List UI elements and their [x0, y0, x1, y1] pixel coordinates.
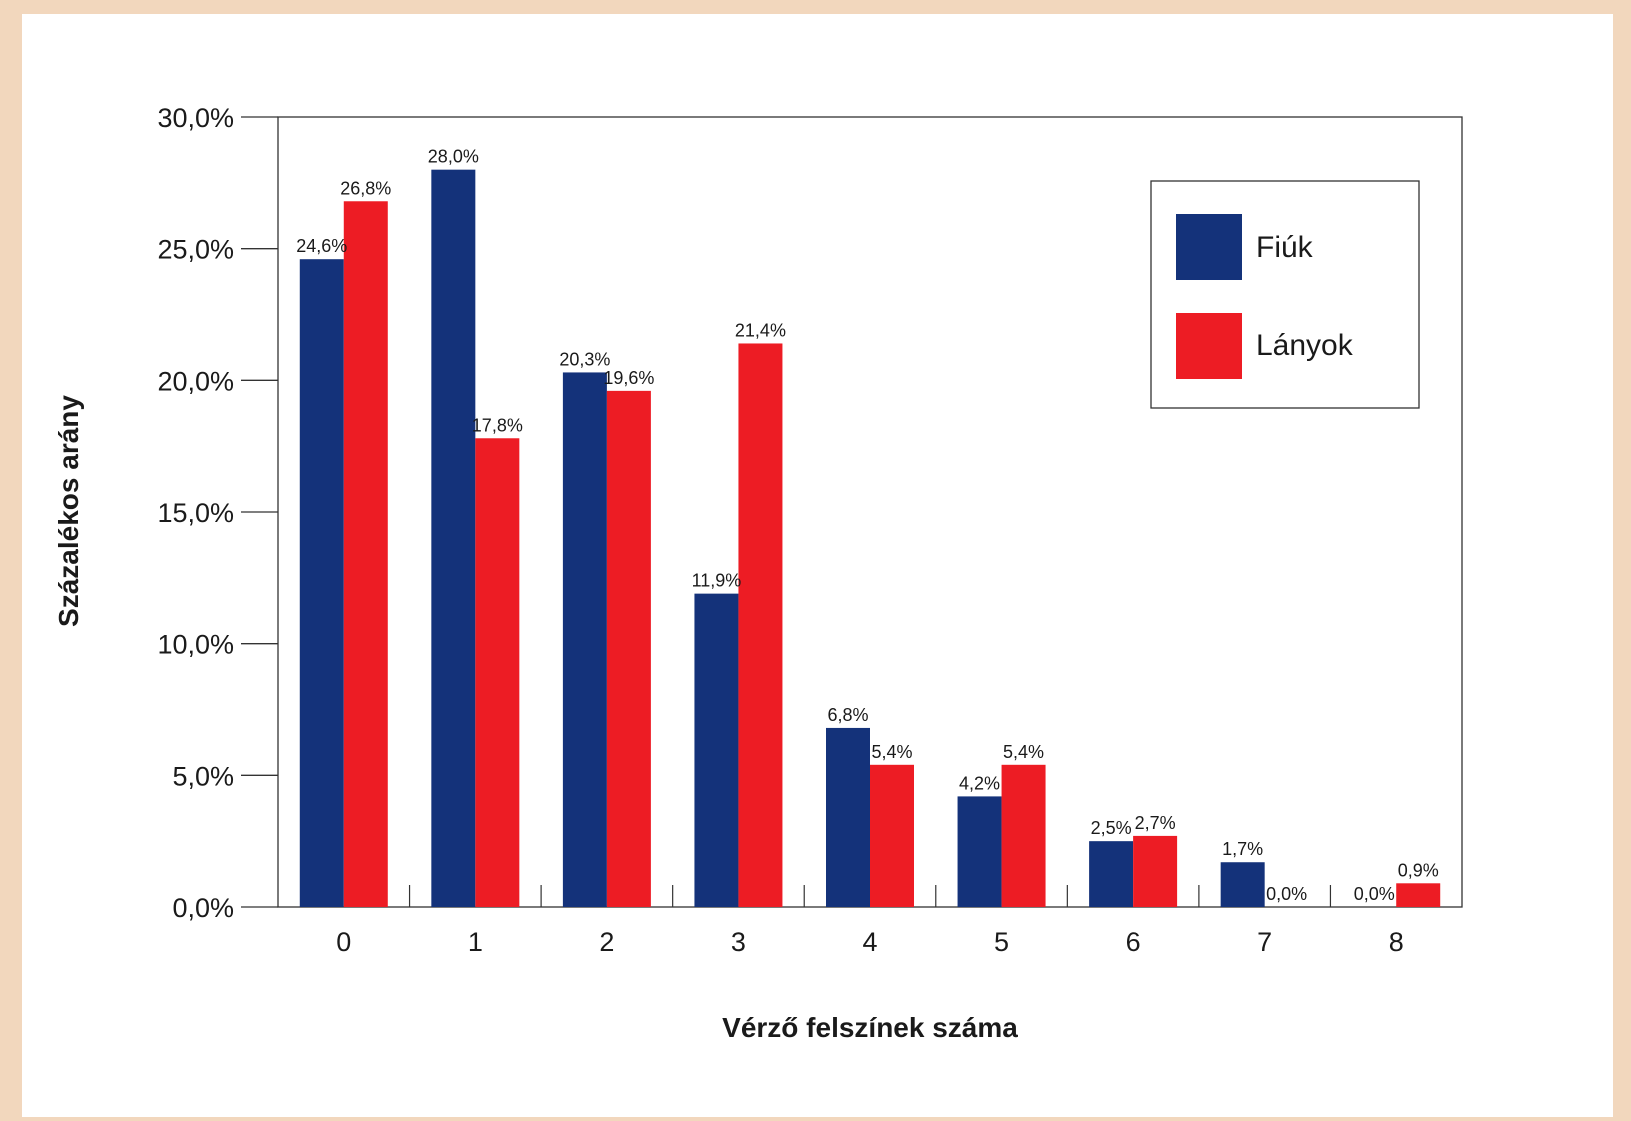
data-label: 11,9%	[692, 571, 742, 591]
x-tick-label: 3	[731, 927, 746, 957]
data-label: 24,6%	[296, 236, 347, 256]
bar-fiuk	[694, 593, 739, 907]
data-label: 6,8%	[827, 705, 868, 725]
x-tick-label: 8	[1389, 927, 1404, 957]
data-label: 28,0%	[428, 147, 479, 167]
bar-fiuk	[957, 796, 1002, 907]
x-tick-label: 5	[994, 927, 1009, 957]
legend-swatch-lanyok	[1176, 313, 1242, 379]
x-tick-label: 1	[468, 927, 483, 957]
data-label: 19,6%	[603, 368, 654, 388]
bar-fiuk	[826, 727, 870, 907]
y-axis: 0,0% 5,0% 10,0% 15,0% 20,0% 25,0% 30,0%	[157, 103, 278, 923]
x-tick-label: 0	[336, 927, 351, 957]
data-label: 26,8%	[340, 178, 391, 198]
bar-lanyok	[1396, 883, 1441, 907]
bar-fiuk	[562, 372, 607, 907]
bar-fiuk	[1220, 862, 1265, 907]
chart-panel: 0,0% 5,0% 10,0% 15,0% 20,0% 25,0% 30,0% 0 1 2 3 4 5…	[22, 14, 1613, 1117]
data-label: 0,0%	[1354, 884, 1395, 904]
bar-lanyok	[343, 201, 388, 907]
data-label: 2,5%	[1091, 818, 1132, 838]
bar-lanyok	[1001, 764, 1046, 907]
data-label: 1,7%	[1222, 839, 1263, 859]
x-tick-label: 2	[599, 927, 614, 957]
y-axis-title: Százalékos arány	[53, 395, 84, 627]
bar-lanyok	[475, 438, 520, 907]
legend: Fiúk Lányok	[1150, 180, 1420, 409]
x-tick-label: 4	[862, 927, 877, 957]
bar-chart: 0,0% 5,0% 10,0% 15,0% 20,0% 25,0% 30,0% 0 1 2 3 4 5…	[53, 103, 1463, 1043]
y-tick-label: 10,0%	[157, 630, 234, 660]
y-tick-label: 30,0%	[157, 103, 234, 133]
y-tick-label: 0,0%	[172, 893, 234, 923]
bar-lanyok	[606, 390, 651, 907]
legend-label-lanyok: Lányok	[1256, 329, 1354, 362]
bar-fiuk	[299, 259, 344, 907]
y-tick-label: 20,0%	[157, 366, 234, 396]
bar-lanyok	[738, 343, 783, 907]
x-axis: 0 1 2 3 4 5 6 7 8	[336, 885, 1404, 957]
bar-fiuk	[431, 169, 476, 907]
data-label: 21,4%	[735, 320, 786, 340]
data-label: 17,8%	[472, 415, 523, 435]
data-label: 5,4%	[871, 742, 912, 762]
data-labels: 24,6% 26,8% 28,0% 17,8% 20,3%19,6% 11,9% 21,4%…	[296, 147, 1438, 904]
data-label: 0,0%	[1266, 884, 1307, 904]
data-label: 4,2%	[959, 773, 1000, 793]
legend-label-fiuk: Fiúk	[1256, 231, 1314, 264]
data-label: 0,9%	[1398, 860, 1439, 880]
data-label: 5,4%	[1003, 742, 1044, 762]
y-tick-label: 25,0%	[157, 235, 234, 265]
bar-lanyok	[1133, 835, 1178, 907]
bar-fiuk	[1089, 841, 1134, 907]
y-tick-label: 15,0%	[157, 498, 234, 528]
x-tick-label: 6	[1126, 927, 1141, 957]
x-tick-label: 7	[1257, 927, 1272, 957]
legend-swatch-fiuk	[1176, 214, 1242, 280]
data-label: 2,7%	[1135, 813, 1176, 833]
bar-lanyok	[870, 764, 914, 907]
y-tick-label: 5,0%	[172, 761, 234, 791]
bars	[299, 169, 1441, 907]
data-label: 20,3%	[559, 349, 610, 369]
x-axis-title: Vérző felszínek száma	[722, 1012, 1018, 1043]
